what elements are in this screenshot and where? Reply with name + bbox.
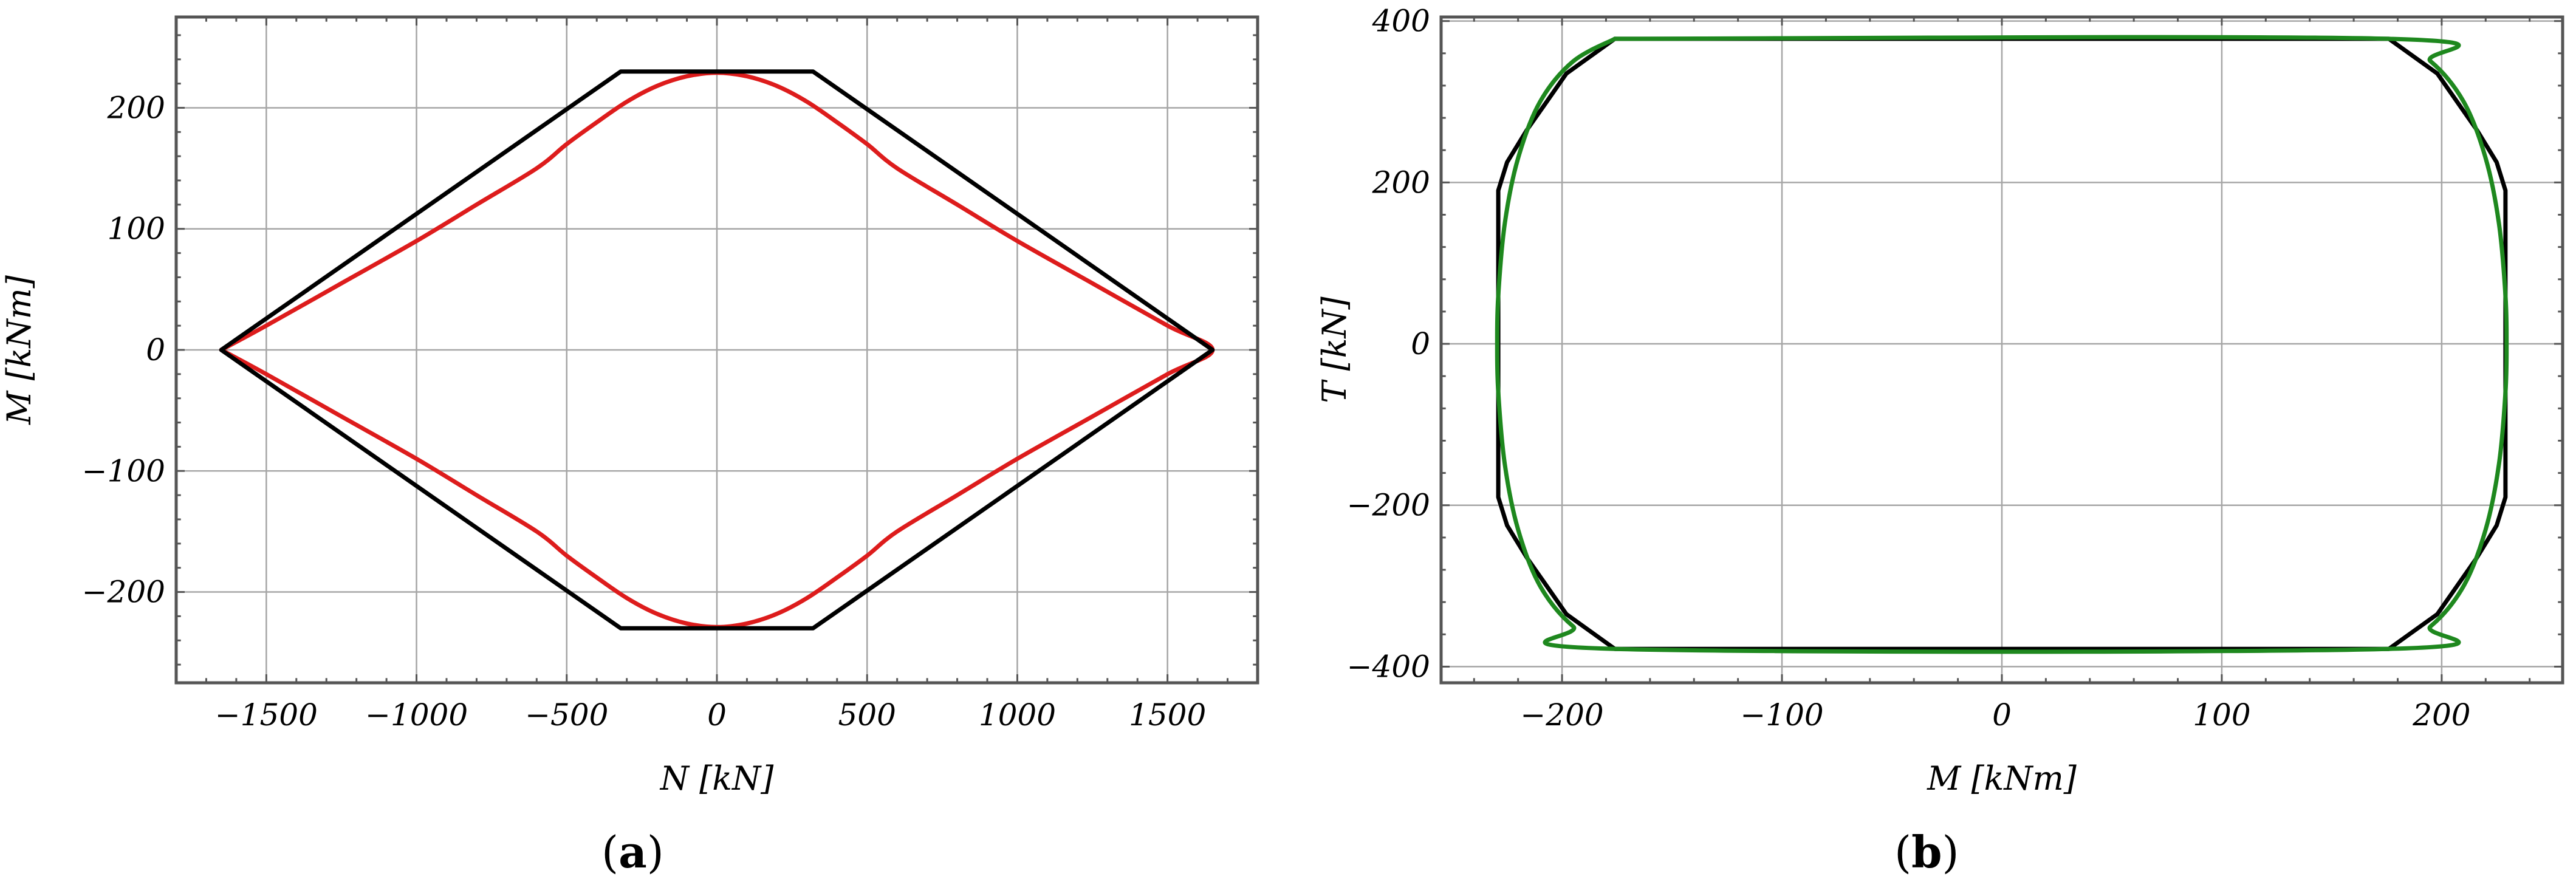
panel-label-b: (b) (1894, 826, 1959, 878)
series-line-2 (219, 69, 1215, 631)
panel-label-a: (a) (601, 826, 664, 878)
x-tick-label: 0 (707, 697, 727, 733)
chart-panel-a: −1500 −1000 −500 0 500 1000 1500−200−100010020… (0, 15, 1259, 798)
panel-label-b-close: ) (1942, 827, 1959, 878)
y-tick-label: −400 (1347, 649, 1430, 684)
x-tick-label: −1500 (215, 697, 318, 733)
x-tick-label: −100 (1740, 697, 1823, 733)
y-tick-label: −200 (1347, 488, 1430, 523)
x-axis-label: M [kNm] (1927, 759, 2077, 798)
x-tick-label: −500 (525, 697, 608, 733)
x-axis-label: N [kN] (659, 759, 774, 798)
panel-label-a-letter: a (618, 826, 647, 878)
y-tick-label: 0 (1411, 326, 1430, 361)
series-line-2 (1495, 35, 2509, 654)
y-axis-label: M [kNm] (0, 275, 38, 425)
y-tick-label: 400 (1372, 4, 1430, 39)
x-tick-label: 1500 (1129, 697, 1206, 733)
x-tick-label: −1000 (365, 697, 468, 733)
y-tick-label: 200 (107, 90, 165, 125)
y-tick-label: −200 (82, 575, 165, 610)
y-tick-label: −100 (82, 453, 165, 488)
x-tick-label: 1000 (979, 697, 1056, 733)
y-axis-label: T [kN] (1315, 296, 1354, 403)
panel-label-a-open: ( (601, 827, 619, 878)
x-tick-label: 500 (838, 697, 896, 733)
x-tick-label: 200 (2412, 697, 2470, 733)
panel-label-b-open: ( (1894, 827, 1912, 878)
panel-label-a-close: ) (646, 827, 664, 878)
y-tick-label: 200 (1372, 165, 1430, 200)
chart-panel-b: −200 −100 0 100 200 −400 −200 0 200 400 M [kNm] T [… (1315, 4, 2564, 798)
y-tick-label: 100 (108, 211, 165, 247)
x-tick-label: 0 (1992, 697, 2012, 733)
x-tick-label: 100 (2193, 697, 2250, 733)
y-tick-label: 0 (146, 332, 165, 368)
x-tick-label: −200 (1520, 697, 1603, 733)
panel-label-b-letter: b (1911, 826, 1942, 878)
